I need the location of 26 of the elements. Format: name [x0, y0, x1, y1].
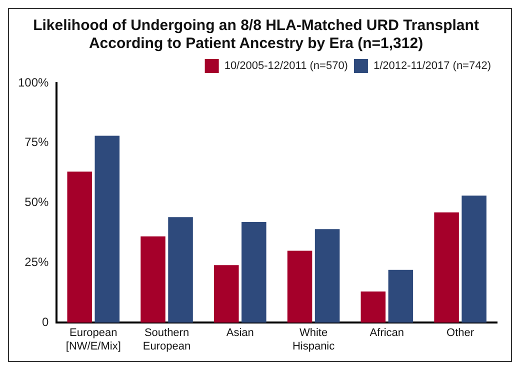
- y-tick-label: 100%: [18, 75, 50, 90]
- bar: [462, 196, 486, 323]
- bar: [360, 291, 386, 323]
- y-tick-label: 0: [42, 314, 50, 329]
- y-tick-label: 50%: [24, 195, 50, 210]
- legend-label: 1/2012-11/2017 (n=742): [373, 60, 491, 72]
- x-tick-label: African: [370, 327, 404, 340]
- chart-title: Likelihood of Undergoing an 8/8 HLA-Matched URD Transplant According to Patient Ancestry by Era (n=1,312): [33, 17, 479, 52]
- legend-label: 10/2005-12/2011 (n=570): [224, 60, 348, 72]
- y-tick-label: 25%: [24, 255, 50, 270]
- x-tick-label: Other: [446, 327, 474, 340]
- bar: [140, 236, 166, 323]
- bar: [434, 212, 459, 323]
- x-tick-label: White Hispanic: [292, 327, 336, 352]
- x-tick-label: Southern European: [142, 327, 191, 352]
- bar: [388, 270, 414, 323]
- bar: [242, 222, 266, 323]
- bar: [94, 136, 120, 323]
- y-tick-label: 75%: [24, 135, 50, 150]
- x-tick-label: European [NW/E/Mix]: [66, 327, 121, 352]
- bar: [168, 217, 193, 323]
- x-tick-label: Asian: [226, 327, 254, 340]
- bar: [214, 265, 239, 323]
- bar: [67, 172, 92, 323]
- bar: [314, 229, 340, 323]
- bar: [287, 250, 312, 323]
